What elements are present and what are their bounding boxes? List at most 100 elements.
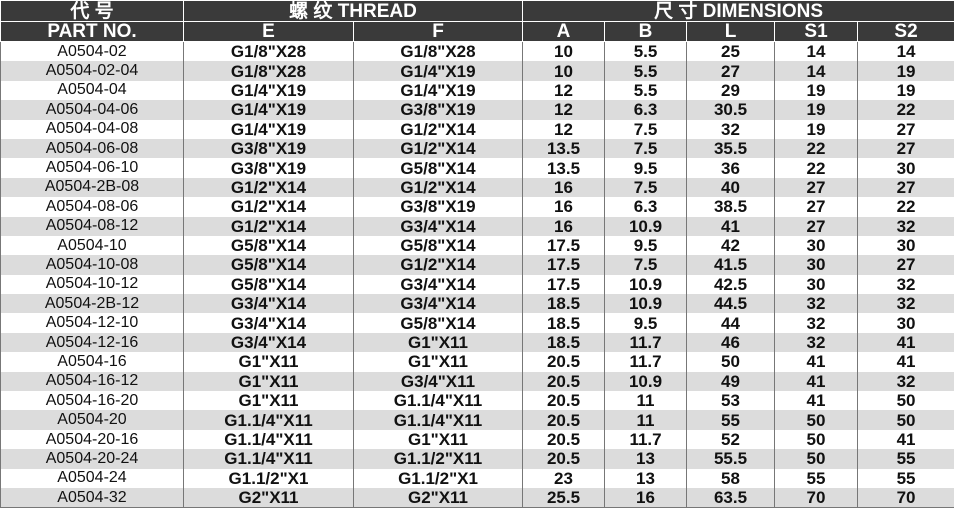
table-cell: A0504-20-24 xyxy=(0,449,184,469)
table-row: A0504-02-04 G1/8"X28 G1/4"X19 10 5.5 27 14 19 xyxy=(0,61,954,81)
table-cell: 9.5 xyxy=(604,313,688,333)
table-cell: 20.5 xyxy=(522,410,606,430)
table-cell: 20.5 xyxy=(522,449,606,469)
table-cell: 11.7 xyxy=(604,352,688,372)
header-cell: E xyxy=(183,21,354,42)
table-cell: G5/8"X14 xyxy=(183,235,354,256)
table-cell: 9.5 xyxy=(604,158,688,178)
table-cell: A0504-2B-12 xyxy=(0,294,184,314)
table-cell: 30 xyxy=(857,235,954,256)
table-row: A0504-12-10 G3/4"X14 G5/8"X14 18.5 9.5 44 32 30 xyxy=(0,313,954,333)
table-cell: G1.1/2"X11 xyxy=(352,449,524,469)
table-cell: 16 xyxy=(522,216,606,236)
table-body: A0504-02 G1/8"X28 G1/8"X28 10 5.5 25 14 14 A0504… xyxy=(0,41,954,509)
table-cell: 70 xyxy=(857,487,954,509)
table-cell: A0504-10 xyxy=(0,235,184,256)
table-cell: 20.5 xyxy=(522,429,606,450)
table-cell: G1/4"X19 xyxy=(352,80,524,101)
table-cell: 27 xyxy=(774,216,859,236)
table-cell: G1"X11 xyxy=(183,352,354,372)
table-cell: G1/8"X28 xyxy=(352,41,524,62)
table-cell: 32 xyxy=(774,313,859,333)
table-cell: G1"X11 xyxy=(352,429,524,450)
table-cell: G1.1/4"X11 xyxy=(183,410,354,430)
table-cell: 25.5 xyxy=(522,487,606,509)
table-cell: 17.5 xyxy=(522,274,606,295)
table-cell: 30.5 xyxy=(686,100,776,120)
table-cell: 12 xyxy=(522,100,606,120)
table-cell: 55 xyxy=(774,468,859,488)
table-cell: 20.5 xyxy=(522,371,606,392)
table-cell: G1"X11 xyxy=(183,391,354,411)
table-cell: 22 xyxy=(774,158,859,178)
table-cell: 19 xyxy=(774,80,859,101)
table-cell: 55 xyxy=(686,410,776,430)
table-cell: 19 xyxy=(857,80,954,101)
table-row: A0504-16-12 G1"X11 G3/4"X11 20.5 10.9 49 41 32 xyxy=(0,371,954,392)
table-cell: 27 xyxy=(857,138,954,159)
table-cell: A0504-10-08 xyxy=(0,255,184,275)
table-cell: 5.5 xyxy=(604,41,688,62)
table-cell: A0504-20-16 xyxy=(0,429,184,450)
table-cell: 11 xyxy=(604,410,688,430)
table-cell: 36 xyxy=(686,158,776,178)
table-cell: G3/4"X14 xyxy=(352,216,524,236)
table-cell: 30 xyxy=(857,158,954,178)
table-cell: 10.9 xyxy=(604,274,688,295)
table-cell: 58 xyxy=(686,468,776,488)
table-cell: A0504-06-10 xyxy=(0,158,184,178)
table-cell: G1/8"X28 xyxy=(183,41,354,62)
table-cell: 7.5 xyxy=(604,138,688,159)
table-cell: G1/2"X14 xyxy=(352,119,524,139)
table-cell: 23 xyxy=(522,468,606,488)
table-cell: 41 xyxy=(774,371,859,392)
table-cell: 14 xyxy=(774,41,859,62)
table-cell: G1.1/2"X1 xyxy=(183,468,354,488)
table-cell: G5/8"X14 xyxy=(352,313,524,333)
table-cell: 14 xyxy=(774,61,859,81)
spec-table: 代 号 螺 纹 THREAD 尺 寸 DIMENSIONS PART NO. E F… xyxy=(0,0,954,509)
table-cell: G5/8"X14 xyxy=(352,158,524,178)
table-cell: 22 xyxy=(774,138,859,159)
table-cell: 13 xyxy=(604,468,688,488)
table-cell: G1"X11 xyxy=(352,352,524,372)
table-cell: 30 xyxy=(774,255,859,275)
table-cell: 50 xyxy=(857,391,954,411)
table-cell: 7.5 xyxy=(604,119,688,139)
table-cell: 25 xyxy=(686,41,776,62)
table-cell: G3/4"X14 xyxy=(183,294,354,314)
table-cell: 14 xyxy=(857,41,954,62)
table-cell: 41 xyxy=(857,352,954,372)
table-cell: A0504-08-06 xyxy=(0,197,184,217)
table-cell: G1/2"X14 xyxy=(352,255,524,275)
table-cell: 12 xyxy=(522,80,606,101)
table-cell: 19 xyxy=(774,100,859,120)
table-cell: G1/2"X14 xyxy=(352,138,524,159)
table-cell: 20.5 xyxy=(522,352,606,372)
table-cell: 11.7 xyxy=(604,332,688,353)
table-cell: 44 xyxy=(686,313,776,333)
table-cell: 27 xyxy=(857,255,954,275)
table-cell: G1/8"X28 xyxy=(183,61,354,81)
table-cell: G5/8"X14 xyxy=(183,255,354,275)
table-cell: G1/2"X14 xyxy=(183,197,354,217)
table-cell: G3/4"X14 xyxy=(352,274,524,295)
table-cell: 41 xyxy=(774,391,859,411)
table-cell: 55 xyxy=(857,468,954,488)
header-cell: 尺 寸 DIMENSIONS xyxy=(522,0,954,22)
table-cell: A0504-16-12 xyxy=(0,371,184,392)
table-cell: 19 xyxy=(857,61,954,81)
table-cell: 30 xyxy=(774,235,859,256)
table-row: A0504-02 G1/8"X28 G1/8"X28 10 5.5 25 14 14 xyxy=(0,41,954,62)
table-row: A0504-20 G1.1/4"X11 G1.1/4"X11 20.5 11 55 50 50 xyxy=(0,410,954,430)
table-cell: 9.5 xyxy=(604,235,688,256)
table-cell: 13.5 xyxy=(522,138,606,159)
table-row: A0504-04-06 G1/4"X19 G3/8"X19 12 6.3 30.5 19 22 xyxy=(0,100,954,120)
table-row: A0504-04 G1/4"X19 G1/4"X19 12 5.5 29 19 19 xyxy=(0,80,954,101)
table-cell: A0504-02 xyxy=(0,41,184,62)
header-cell: F xyxy=(352,21,524,42)
table-row: A0504-10 G5/8"X14 G5/8"X14 17.5 9.5 42 30 30 xyxy=(0,235,954,256)
table-cell: G2"X11 xyxy=(183,487,354,509)
table-cell: 32 xyxy=(857,216,954,236)
table-cell: G3/4"X14 xyxy=(183,332,354,353)
